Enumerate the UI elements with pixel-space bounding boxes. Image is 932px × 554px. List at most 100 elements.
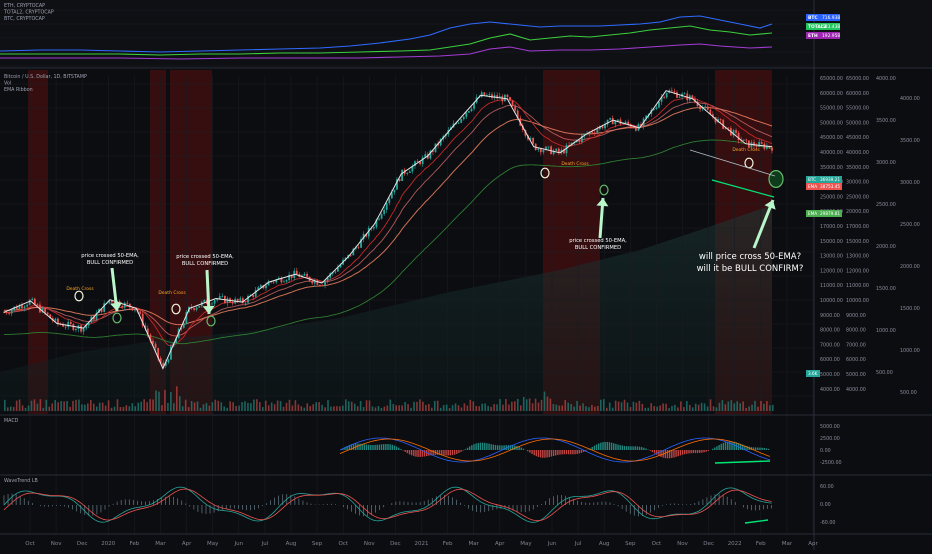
candle-body <box>232 302 234 303</box>
volume-bar <box>366 400 368 411</box>
time-label: Oct <box>25 541 35 547</box>
volume-bar <box>223 406 225 411</box>
candle-body <box>304 274 306 276</box>
macd-histogram-bar <box>755 447 756 450</box>
macd-label[interactable]: MACD <box>4 418 19 424</box>
secondary-tick-label: 4000.00 <box>900 96 920 102</box>
death-cross-label: Death Cross <box>561 161 589 167</box>
candle-body <box>512 101 514 107</box>
volume-bar <box>140 402 142 411</box>
price-tick-label: 35000.00 <box>846 165 869 171</box>
time-label: Apr <box>495 541 505 547</box>
top-legend-item[interactable]: BTC, CRYPTOCAP <box>4 16 45 22</box>
main-legend-item[interactable]: Vol <box>4 81 11 87</box>
candle-body <box>548 147 550 148</box>
cap-badge-value: 716.93B <box>822 15 840 21</box>
cap-badge-value: 583.43B <box>822 24 840 30</box>
price-tick-label: 11000.00 <box>820 283 843 289</box>
wavetrend-label[interactable]: WaveTrend LB <box>4 478 38 484</box>
volume-bar <box>570 404 572 411</box>
wavetrend-tick-label: 0.00 <box>820 502 831 508</box>
candle-body <box>221 296 223 297</box>
time-label: Aug <box>599 541 610 547</box>
macd-histogram-bar <box>359 444 360 450</box>
macd-histogram-bar <box>639 447 640 450</box>
candle-body <box>555 149 557 151</box>
macd-histogram-bar <box>682 450 683 455</box>
volume-bar <box>550 399 552 411</box>
volume-bar <box>40 399 42 411</box>
main-legend-item[interactable]: EMA Ribbon <box>4 87 33 93</box>
volume-bar <box>398 405 400 411</box>
secondary-tick-label: 1000.00 <box>900 348 920 354</box>
callout-text: BULL CONFIRMED <box>87 260 133 266</box>
volume-bar <box>298 405 300 411</box>
macd-histogram-bar <box>456 450 457 454</box>
main-legend-item[interactable]: Bitcoin / U.S. Dollar, 1D, BITSTAMP <box>4 74 87 80</box>
macd-histogram-bar <box>400 449 401 450</box>
macd-histogram-bar <box>695 450 696 453</box>
volume-bar <box>490 407 492 411</box>
volume-bar <box>636 403 638 411</box>
candle-body <box>676 92 678 97</box>
candle-body <box>47 313 49 315</box>
candle-body <box>704 107 706 108</box>
time-label: Jul <box>261 541 269 547</box>
time-label: May <box>520 541 532 547</box>
macd-histogram-bar <box>364 444 365 450</box>
price-tick-label: 10000.00 <box>846 298 869 304</box>
volume-bar <box>514 401 516 411</box>
volume-bar <box>215 400 217 411</box>
top-legend-item[interactable]: ETH, CRYPTOCAP <box>4 3 45 9</box>
volume-bar <box>99 403 101 411</box>
candle-body <box>753 142 755 146</box>
death-cross-label: Death Cross <box>66 286 94 292</box>
time-label: Sep <box>625 541 636 547</box>
secondary-tick-label: 2500.00 <box>900 222 920 228</box>
candle-body <box>594 133 596 134</box>
macd-histogram-bar <box>516 446 517 450</box>
macd-histogram-bar <box>684 450 685 454</box>
macd-histogram-bar <box>723 443 724 450</box>
candle-body <box>11 310 13 314</box>
macd-histogram-bar <box>415 450 416 457</box>
macd-histogram-bar <box>396 447 397 450</box>
volume-bar <box>564 400 566 411</box>
candle-body <box>237 299 239 301</box>
top-legend-item[interactable]: TOTAL2, CRYPTOCAP <box>3 10 54 16</box>
macd-tick-label: 0.00 <box>820 448 831 454</box>
volume-bar <box>321 405 323 411</box>
macd-histogram-bar <box>667 450 668 458</box>
macd-histogram-bar <box>600 443 601 450</box>
candle-body <box>334 272 336 273</box>
volume-bar <box>458 405 460 411</box>
candle-body <box>399 179 401 181</box>
volume-bar <box>277 401 279 411</box>
macd-tick-label: 5000.00 <box>820 424 840 430</box>
macd-histogram-bar <box>385 444 386 450</box>
volume-bar <box>203 404 205 411</box>
candle-body <box>378 219 380 220</box>
candle-body <box>614 121 616 124</box>
candle-body <box>542 150 544 152</box>
volume-bar <box>295 400 297 411</box>
volume-bar <box>351 402 353 411</box>
volume-bar <box>271 403 273 411</box>
candle-body <box>745 140 747 141</box>
price-tick-label: 12000.00 <box>846 268 869 274</box>
macd-histogram-bar <box>759 448 760 450</box>
volume-bar <box>69 407 71 411</box>
candle-body <box>383 210 385 214</box>
volume-bar <box>43 408 45 411</box>
price-tick-label: 45000.00 <box>820 135 843 141</box>
macd-histogram-bar <box>699 450 700 453</box>
volume-bar <box>149 399 151 411</box>
volume-bar <box>742 401 744 411</box>
macd-histogram-bar <box>673 450 674 458</box>
volume-bar <box>247 403 249 411</box>
macd-histogram-bar <box>499 445 500 450</box>
candle-body <box>625 122 627 123</box>
volume-bar <box>93 404 95 411</box>
candle-body <box>406 173 408 174</box>
candle-body <box>635 128 637 131</box>
